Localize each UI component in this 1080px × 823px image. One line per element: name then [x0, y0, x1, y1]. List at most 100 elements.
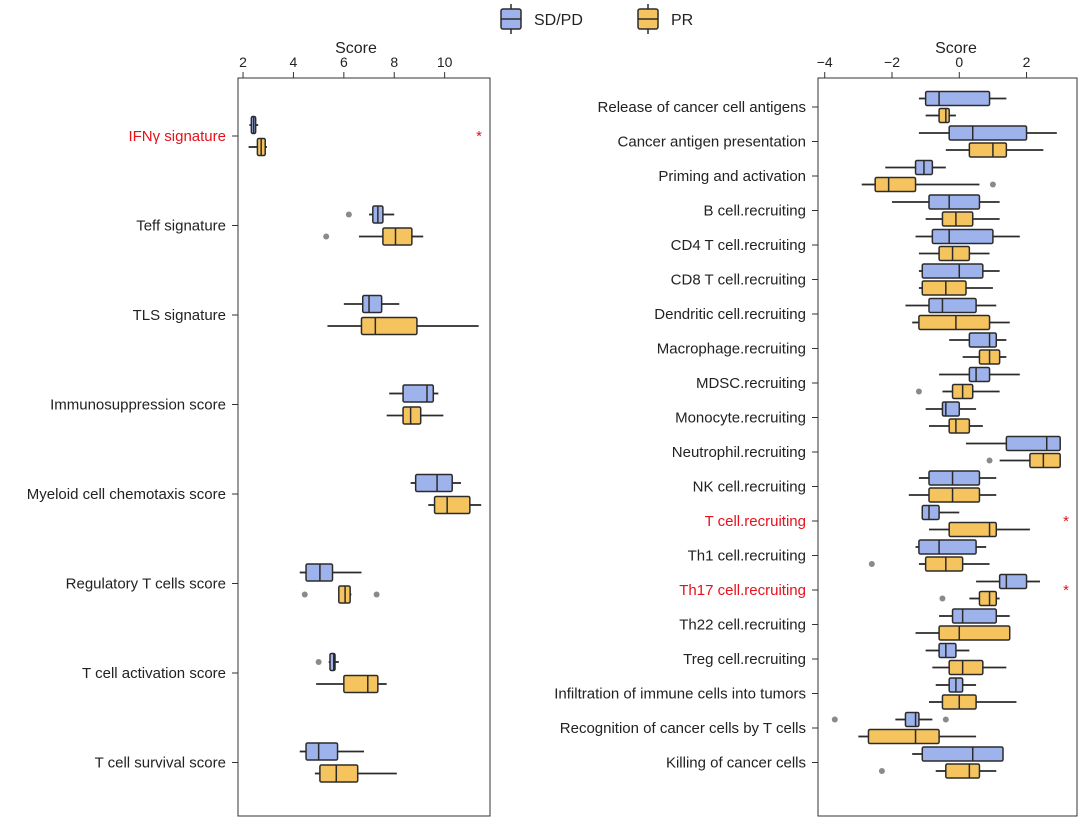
right-category-label: CD8 T cell.recruiting — [671, 272, 806, 289]
right-category-label: Cancer antigen presentation — [618, 134, 806, 151]
right-category-group: Treg cell.recruiting — [683, 642, 1007, 676]
right-category-label: Recognition of cancer cells by T cells — [560, 720, 806, 737]
left-pr-box — [343, 674, 379, 694]
right-pr-box — [978, 590, 998, 607]
left-tick-label: 4 — [290, 54, 298, 70]
left-category-group: TLS signature — [133, 294, 479, 336]
right-tick-label: −4 — [817, 54, 833, 70]
legend-item-pr: PR — [637, 4, 693, 34]
right-sdpd-box — [931, 228, 994, 245]
left-x-axis-title: Score — [335, 40, 377, 57]
right-sdpd-outlier — [942, 716, 949, 723]
right-sdpd-box — [924, 90, 991, 107]
left-sdpd-box — [305, 742, 339, 761]
right-category-group: Dendritic cell.recruiting — [654, 297, 1010, 331]
right-category-group: B cell.recruiting — [703, 194, 1000, 227]
right-category-label: B cell.recruiting — [703, 203, 806, 220]
right-sdpd-box — [921, 746, 1004, 762]
right-category-group: Release of cancer cell antigens — [598, 90, 1007, 124]
right-tick-label: 0 — [955, 54, 963, 70]
right-sdpd-box — [904, 711, 920, 728]
right-pr-outlier — [915, 388, 922, 395]
right-category-group: Th1 cell.recruiting — [688, 539, 990, 572]
left-plot-frame — [237, 77, 491, 817]
left-pr-outlier — [301, 591, 308, 598]
left-x-ticks: 2 4 6 8 10 — [239, 54, 453, 78]
right-pr-box — [867, 728, 940, 745]
left-tick-label: 8 — [390, 54, 398, 70]
right-sdpd-box — [921, 263, 984, 279]
right-category-label: Dendritic cell.recruiting — [654, 306, 806, 323]
right-category-group: Macrophage.recruiting — [657, 332, 1007, 365]
left-pr-box — [319, 764, 359, 783]
right-pr-outlier — [868, 561, 875, 567]
left-category-label: T cell survival score — [95, 755, 226, 772]
right-pr-box — [941, 211, 974, 227]
right-category-label: CD4 T cell.recruiting — [671, 237, 806, 254]
right-pr-outlier — [878, 768, 885, 774]
left-panel: Score 2 4 6 8 10 IFNγ signature * Teff signatu… — [27, 40, 491, 817]
right-panel: Score −4 −2 0 2 Release of cancer cell anti… — [554, 40, 1078, 817]
legend: SD/PD PR — [500, 4, 693, 34]
left-category-group: Myeloid cell chemotaxis score — [27, 473, 482, 515]
right-pr-box — [938, 245, 971, 262]
right-sdpd-box — [968, 332, 998, 348]
right-pr-box — [938, 107, 950, 124]
right-tick-label: 2 — [1023, 54, 1031, 70]
left-pr-box — [382, 227, 413, 246]
right-sdpd-box — [941, 401, 961, 417]
right-plot-frame — [817, 77, 1078, 817]
left-sdpd-outlier — [345, 211, 352, 218]
left-category-group: Regulatory T cells score — [66, 563, 380, 604]
right-pr-outlier — [939, 595, 946, 602]
right-sdpd-box — [948, 125, 1028, 141]
right-pr-box — [921, 280, 967, 296]
right-category-group: Th22 cell.recruiting — [679, 608, 1011, 641]
left-category-label: IFNγ signature — [128, 128, 226, 145]
right-sdpd-box — [968, 366, 991, 383]
right-categories: Release of cancer cell antigens Cancer an… — [554, 90, 1069, 779]
left-category-label: TLS signature — [133, 307, 226, 324]
right-category-label: T cell.recruiting — [705, 513, 806, 530]
right-sdpd-box — [928, 297, 977, 314]
right-category-label: Th17 cell.recruiting — [679, 582, 806, 599]
left-tick-label: 2 — [239, 54, 247, 70]
left-category-group: T cell survival score — [95, 742, 397, 783]
right-category-group: Killing of cancer cells — [666, 746, 1004, 779]
right-sdpd-box — [998, 573, 1028, 590]
left-significance-marker: * — [476, 128, 482, 145]
right-sdpd-box — [1005, 435, 1061, 452]
left-pr-box — [402, 406, 422, 425]
left-pr-box — [360, 316, 418, 336]
right-category-group: Monocyte.recruiting — [675, 401, 983, 434]
right-category-label: Killing of cancer cells — [666, 755, 806, 772]
right-category-group: Neutrophil.recruiting — [672, 435, 1061, 469]
right-category-label: Macrophage.recruiting — [657, 341, 806, 358]
right-category-label: NK cell.recruiting — [693, 479, 806, 496]
right-sdpd-box — [928, 194, 981, 210]
right-pr-box — [1029, 452, 1061, 469]
right-category-group: CD8 T cell.recruiting — [671, 263, 1000, 296]
left-category-label: Immunosuppression score — [50, 397, 226, 414]
right-category-label: Priming and activation — [658, 168, 806, 185]
right-category-group: Cancer antigen presentation — [618, 125, 1057, 158]
left-sdpd-box — [414, 473, 453, 493]
right-category-group: NK cell.recruiting — [693, 470, 997, 503]
right-category-label: MDSC.recruiting — [696, 375, 806, 392]
right-pr-box — [968, 142, 1008, 158]
right-category-label: Treg cell.recruiting — [683, 651, 806, 668]
left-pr-box — [433, 495, 471, 515]
left-sdpd-outlier — [315, 659, 322, 665]
right-category-group: Th17 cell.recruiting * — [679, 573, 1069, 607]
left-category-group: Teff signature — [136, 205, 424, 246]
right-category-label: Th22 cell.recruiting — [679, 617, 806, 634]
left-tick-label: 6 — [340, 54, 348, 70]
left-category-label: Myeloid cell chemotaxis score — [27, 486, 226, 503]
right-category-label: Neutrophil.recruiting — [672, 444, 806, 461]
right-pr-box — [874, 176, 917, 193]
right-pr-box — [948, 418, 971, 434]
right-category-group: Infiltration of immune cells into tumors — [554, 677, 1017, 710]
right-pr-box — [928, 487, 981, 503]
left-pr-outlier — [323, 233, 330, 240]
